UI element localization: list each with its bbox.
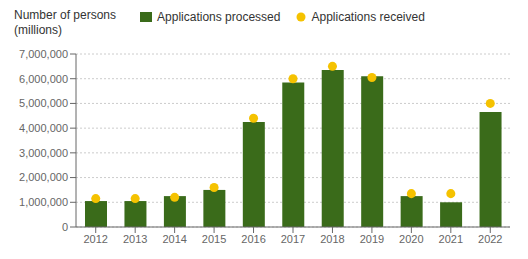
svg-text:2015: 2015	[202, 233, 226, 245]
svg-text:3,000,000: 3,000,000	[19, 147, 68, 159]
svg-text:2013: 2013	[123, 233, 147, 245]
html-text:(millions): (millions)	[14, 23, 62, 37]
svg-text:0: 0	[62, 221, 68, 233]
svg-text:2016: 2016	[241, 233, 265, 245]
svg-text:7,000,000: 7,000,000	[19, 48, 68, 60]
svg-text:2018: 2018	[320, 233, 344, 245]
svg-text:2014: 2014	[162, 233, 186, 245]
svg-text:2012: 2012	[83, 233, 107, 245]
svg-text:5,000,000: 5,000,000	[19, 97, 68, 109]
svg-text:2020: 2020	[399, 233, 423, 245]
svg-text:4,000,000: 4,000,000	[19, 122, 68, 134]
svg-text:2017: 2017	[281, 233, 305, 245]
html-text:Number of persons: Number of persons	[14, 8, 116, 22]
svg-text:2022: 2022	[478, 233, 502, 245]
html-text:Applications received: Applications received	[311, 10, 425, 24]
svg-text:6,000,000: 6,000,000	[19, 73, 68, 85]
svg-text:2019: 2019	[360, 233, 384, 245]
svg-text:2021: 2021	[439, 233, 463, 245]
svg-text:1,000,000: 1,000,000	[19, 196, 68, 208]
html-text:Applications processed: Applications processed	[157, 10, 281, 24]
svg-text:2,000,000: 2,000,000	[19, 171, 68, 183]
